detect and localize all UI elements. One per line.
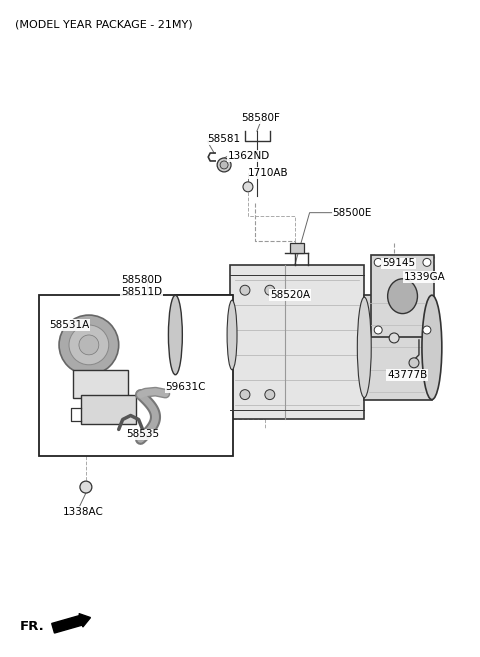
Circle shape (409, 358, 419, 368)
FancyBboxPatch shape (364, 295, 432, 399)
Circle shape (389, 333, 399, 343)
Circle shape (423, 326, 431, 334)
Circle shape (80, 481, 92, 493)
Circle shape (265, 285, 275, 295)
Ellipse shape (388, 279, 418, 313)
Text: 58520A: 58520A (270, 290, 310, 300)
Text: 1362ND: 1362ND (228, 151, 270, 161)
Circle shape (240, 285, 250, 295)
Text: 58511D: 58511D (120, 287, 162, 297)
Circle shape (69, 325, 109, 365)
Text: FR.: FR. (19, 620, 44, 633)
FancyBboxPatch shape (371, 256, 434, 337)
Ellipse shape (168, 295, 182, 374)
Circle shape (217, 158, 231, 172)
Circle shape (243, 182, 253, 192)
FancyArrow shape (52, 614, 91, 633)
Text: 58581: 58581 (207, 134, 240, 144)
Circle shape (220, 161, 228, 169)
Text: 1710AB: 1710AB (248, 168, 288, 178)
FancyBboxPatch shape (73, 370, 128, 397)
Text: 58535: 58535 (127, 430, 160, 440)
Circle shape (59, 315, 119, 374)
Text: 59145: 59145 (382, 258, 415, 269)
Circle shape (374, 326, 382, 334)
Text: 43777B: 43777B (387, 370, 427, 380)
Ellipse shape (227, 300, 237, 370)
FancyBboxPatch shape (230, 265, 364, 419)
Text: 59631C: 59631C (166, 382, 206, 392)
Text: 1339GA: 1339GA (404, 273, 446, 283)
Circle shape (423, 258, 431, 266)
Circle shape (240, 390, 250, 399)
Text: 58580D: 58580D (120, 275, 162, 285)
FancyBboxPatch shape (39, 295, 233, 456)
Circle shape (374, 258, 382, 266)
Text: 1338AC: 1338AC (63, 507, 104, 517)
Circle shape (265, 390, 275, 399)
FancyBboxPatch shape (175, 295, 232, 374)
Text: 58531A: 58531A (49, 320, 89, 330)
FancyBboxPatch shape (81, 395, 136, 424)
FancyBboxPatch shape (290, 244, 304, 254)
Circle shape (79, 335, 99, 355)
Text: 58580F: 58580F (241, 113, 280, 124)
Text: 58500E: 58500E (333, 208, 372, 217)
Ellipse shape (357, 297, 371, 397)
Text: (MODEL YEAR PACKAGE - 21MY): (MODEL YEAR PACKAGE - 21MY) (15, 20, 193, 30)
Ellipse shape (422, 295, 442, 399)
